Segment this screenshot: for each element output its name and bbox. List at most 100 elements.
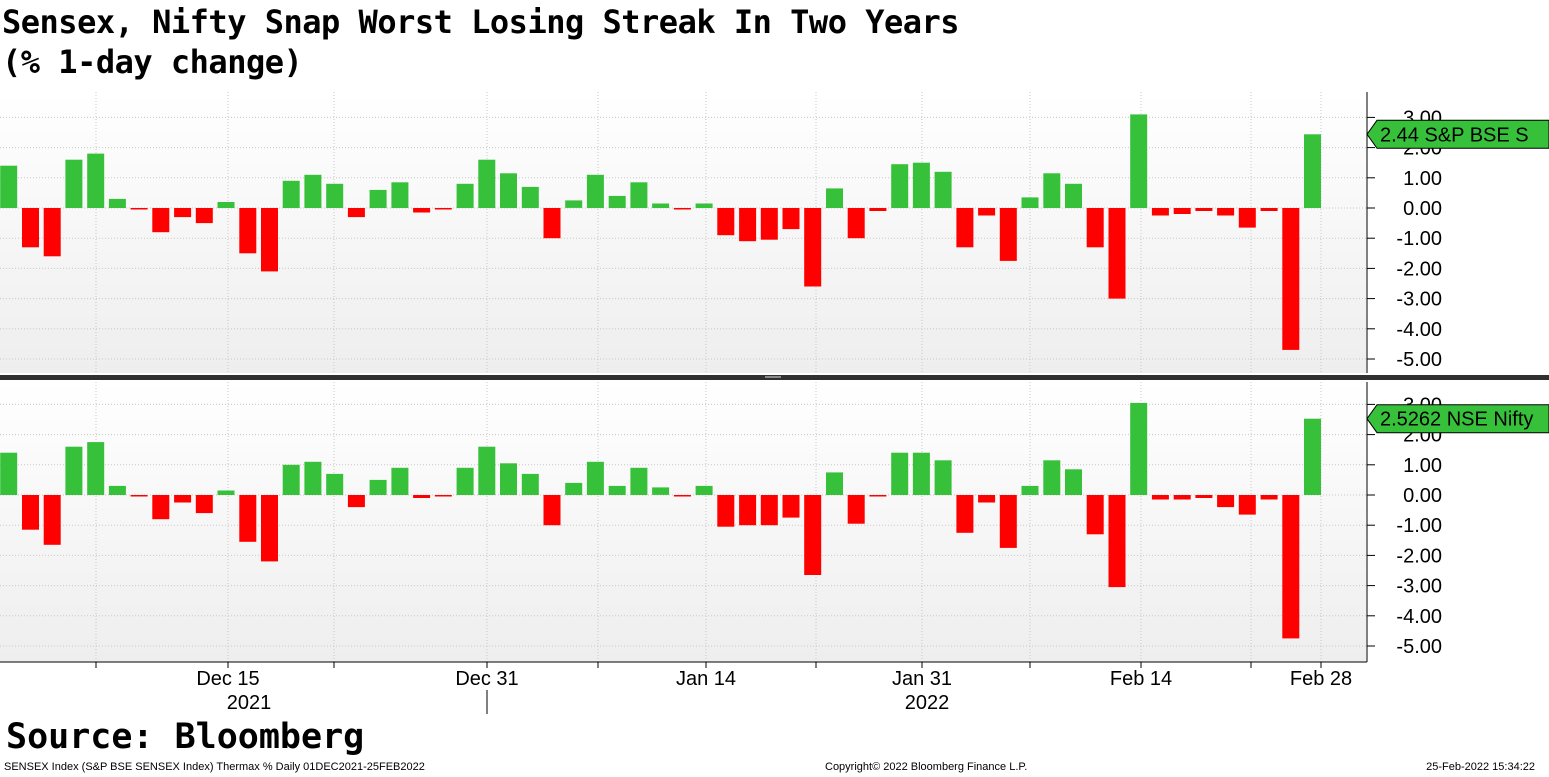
bar (999, 208, 1017, 261)
bar (673, 208, 691, 210)
bar (65, 446, 83, 495)
bar (804, 208, 822, 287)
bar (521, 186, 539, 208)
bar (934, 460, 952, 495)
bar (739, 208, 757, 242)
x-year-label: 2022 (905, 692, 950, 714)
bar (608, 195, 626, 208)
bar (826, 472, 843, 495)
bar (891, 452, 909, 495)
bar (586, 174, 604, 208)
bar (304, 174, 322, 208)
bar (1173, 495, 1191, 500)
x-tick-label: Feb 28 (1290, 668, 1352, 690)
bar (108, 485, 126, 495)
bar (760, 495, 778, 526)
bar (217, 202, 235, 208)
bar (195, 208, 213, 224)
bar (782, 495, 800, 518)
bar (521, 473, 539, 495)
y-tick-label: -5.00 (1396, 636, 1442, 658)
bar (500, 463, 517, 495)
bar (543, 208, 561, 239)
panel-2: 3.002.001.000.00-1.00-2.00-3.00-4.00-5.0… (0, 382, 1549, 662)
bar (630, 467, 648, 495)
bar (391, 467, 409, 495)
y-tick-label: -3.00 (1396, 576, 1442, 598)
last-value-tag (1366, 404, 1549, 434)
bar (1260, 495, 1278, 500)
bar (326, 183, 344, 208)
bar (347, 495, 365, 508)
bar (326, 473, 344, 495)
chart-title: Sensex, Nifty Snap Worst Losing Streak I… (2, 2, 960, 82)
bar (1260, 208, 1278, 211)
bar (717, 208, 735, 236)
bar (1086, 208, 1104, 248)
bar (1151, 208, 1169, 216)
x-tick-label: Dec 15 (196, 668, 259, 690)
bar (369, 189, 387, 208)
bar (565, 482, 583, 495)
bar (130, 495, 148, 497)
bar (282, 180, 300, 208)
bar (1043, 173, 1061, 208)
last-value-label: 2.5262 NSE Nifty (1366, 404, 1549, 434)
bar (1195, 495, 1213, 498)
bar (869, 495, 887, 497)
bar (912, 452, 930, 495)
bar (717, 495, 735, 527)
bar (1130, 114, 1148, 208)
bar (956, 208, 974, 248)
bar (1065, 183, 1082, 208)
panel-resize-grip (765, 376, 781, 378)
chart-title-line1: Sensex, Nifty Snap Worst Losing Streak I… (2, 3, 960, 41)
bar (152, 208, 170, 233)
bar (434, 495, 452, 497)
last-value-tag (1366, 119, 1549, 149)
bar (1065, 469, 1082, 495)
bar (934, 171, 952, 208)
bar (22, 208, 39, 248)
chart-area: 3.002.001.000.00-1.00-2.00-3.00-4.00-5.0… (0, 92, 1549, 714)
footer-ticker-info: SENSEX Index (S&P BSE SENSEX Index) Ther… (4, 761, 425, 773)
bar (760, 208, 778, 240)
y-tick-label: 1.00 (1403, 168, 1442, 190)
bar (543, 495, 561, 526)
bar (1238, 495, 1256, 515)
bar (478, 446, 496, 495)
bar (804, 495, 822, 575)
bar (999, 495, 1017, 548)
x-tick-label: Feb 14 (1110, 668, 1172, 690)
bar (1217, 208, 1235, 216)
bar (847, 495, 865, 524)
panel-1: 3.002.001.000.00-1.00-2.00-3.00-4.00-5.0… (0, 92, 1549, 373)
bar (500, 173, 517, 208)
bar (956, 495, 974, 533)
footer: SENSEX Index (S&P BSE SENSEX Index) Ther… (0, 758, 1549, 777)
source-label: Source: Bloomberg (6, 717, 365, 757)
bar (1238, 208, 1256, 228)
bar (630, 182, 648, 208)
bar (87, 153, 105, 208)
bar (652, 487, 670, 495)
bar (1304, 134, 1321, 208)
last-value-text: 2.44 S&P BSE S (1380, 124, 1529, 146)
bar (869, 208, 887, 211)
bar (1282, 495, 1300, 639)
y-tick-label: -2.00 (1396, 545, 1442, 567)
y-tick-label: -1.00 (1396, 515, 1442, 537)
y-tick-label: -5.00 (1396, 349, 1442, 371)
bar (1151, 495, 1169, 500)
bar (261, 208, 278, 272)
bar (1108, 208, 1126, 299)
bar (43, 208, 61, 257)
bar (239, 495, 257, 542)
bar (978, 208, 996, 216)
bar (108, 198, 126, 208)
bar (1086, 495, 1104, 535)
bar (261, 495, 278, 562)
bar (673, 495, 691, 497)
bar (22, 495, 39, 530)
bar (369, 479, 387, 495)
